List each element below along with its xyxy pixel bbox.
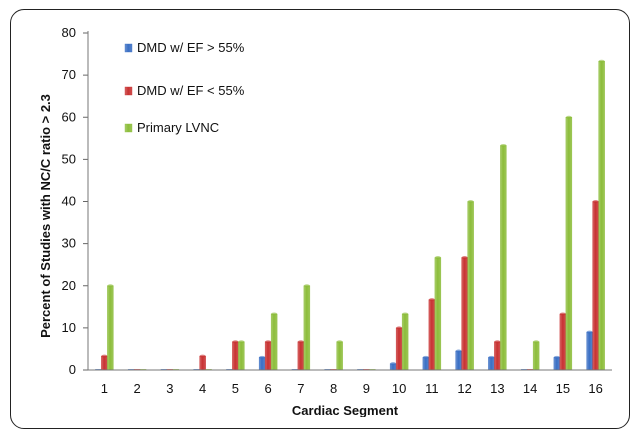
bar-cap xyxy=(297,340,304,344)
bar-cap xyxy=(402,312,409,316)
y-axis-title: Percent of Studies with NC/C ratio > 2.3 xyxy=(38,94,53,338)
x-tick-label: 8 xyxy=(330,381,337,396)
y-tick-label: 80 xyxy=(62,25,76,40)
x-tick-label: 16 xyxy=(588,381,602,396)
bar-cap xyxy=(336,340,343,344)
bar-2-segment-16 xyxy=(592,201,599,371)
bar-cap xyxy=(303,284,310,288)
bar-cap xyxy=(559,312,566,316)
legend-swatch-2 xyxy=(124,86,133,96)
bar-1-segment-11 xyxy=(422,357,430,371)
bar-3-segment-10 xyxy=(401,313,409,371)
x-tick-label: 6 xyxy=(265,381,272,396)
bar-cap xyxy=(488,355,495,359)
x-tick-label: 1 xyxy=(101,381,108,396)
bar-cap xyxy=(586,330,593,334)
bar-2-segment-12 xyxy=(461,257,468,371)
bar-cap xyxy=(199,354,206,358)
x-tick-label: 9 xyxy=(363,381,370,396)
x-tick-label: 5 xyxy=(232,381,239,396)
x-tick-label: 15 xyxy=(556,381,570,396)
bar-cap xyxy=(500,143,507,147)
y-tick-label: 50 xyxy=(62,151,76,166)
bar-3-segment-13 xyxy=(500,145,507,371)
bar-cap xyxy=(533,340,540,344)
bar-2-segment-13 xyxy=(494,341,501,371)
bar-1-segment-16 xyxy=(586,331,593,371)
bar-3-segment-11 xyxy=(434,257,442,371)
bar-3-segment-8 xyxy=(336,341,343,371)
legend: DMD w/ EF > 55% DMD w/ EF < 55% Primary LV… xyxy=(124,40,245,135)
x-axis-title: Cardiac Segment xyxy=(292,403,399,417)
y-tick-label: 20 xyxy=(62,278,76,293)
y-tick-label: 70 xyxy=(62,67,76,82)
y-tick-label: 60 xyxy=(62,109,76,124)
bar-cap xyxy=(467,200,474,203)
bar-3-segment-7 xyxy=(303,285,311,371)
bar-cap xyxy=(434,256,441,260)
x-tick-label: 14 xyxy=(523,381,537,396)
bar-cap xyxy=(238,340,245,344)
bar-cap xyxy=(428,298,435,302)
bar-3-segment-5 xyxy=(238,341,245,371)
bar-1-segment-12 xyxy=(455,350,462,371)
bar-cap xyxy=(565,115,572,119)
x-tick-label: 10 xyxy=(392,381,406,396)
bar-2-segment-4 xyxy=(199,355,206,371)
x-tick-label: 2 xyxy=(134,381,141,396)
bar-2-segment-7 xyxy=(297,341,305,371)
bar-cap xyxy=(265,340,272,344)
y-tick-label: 0 xyxy=(69,362,76,377)
legend-label-1: DMD w/ EF > 55% xyxy=(137,40,245,55)
bar-2-segment-15 xyxy=(559,313,567,371)
bar-cap xyxy=(598,59,605,63)
x-tick-label: 11 xyxy=(425,381,439,396)
bar-2-segment-5 xyxy=(232,341,239,371)
bar-cap xyxy=(271,312,278,316)
bar-3-segment-1 xyxy=(107,285,114,371)
y-tick-label: 40 xyxy=(62,194,76,209)
x-tick-label: 7 xyxy=(297,381,304,396)
bar-cap xyxy=(396,326,403,330)
bar-cap xyxy=(107,284,114,288)
bar-2-segment-10 xyxy=(395,327,403,371)
legend-label-3: Primary LVNC xyxy=(137,120,219,135)
bar-3-segment-6 xyxy=(270,313,278,371)
bar-cap xyxy=(461,256,468,260)
x-tick-label: 4 xyxy=(199,381,206,396)
bar-3-segment-14 xyxy=(532,341,540,371)
bar-1-segment-15 xyxy=(553,357,561,371)
bar-cap xyxy=(390,362,397,366)
bar-cap xyxy=(494,340,501,344)
bar-cap xyxy=(259,355,266,359)
bar-chart: Percent of Studies with NC/C ratio > 2.3… xyxy=(38,25,612,417)
x-tick-label: 13 xyxy=(490,381,504,396)
legend-swatch-1 xyxy=(124,43,133,53)
bar-cap xyxy=(101,354,108,358)
bar-cap xyxy=(422,355,429,359)
bar-cap xyxy=(553,355,560,359)
legend-swatch-3 xyxy=(124,123,133,133)
y-tick-label: 30 xyxy=(62,236,76,251)
bar-1-segment-13 xyxy=(488,357,495,371)
x-tick-label: 3 xyxy=(166,381,173,396)
bar-cap xyxy=(232,340,239,344)
legend-label-2: DMD w/ EF < 55% xyxy=(137,83,245,98)
bar-3-segment-16 xyxy=(598,61,605,371)
bar-3-segment-12 xyxy=(467,201,474,371)
y-tick-label: 10 xyxy=(62,320,76,335)
bar-cap xyxy=(455,349,462,353)
bar-2-segment-11 xyxy=(428,299,436,371)
bar-2-segment-6 xyxy=(264,341,272,371)
bar-1-segment-6 xyxy=(258,357,266,371)
bar-2-segment-1 xyxy=(101,355,108,371)
bar-3-segment-15 xyxy=(565,117,573,371)
bar-cap xyxy=(592,200,599,203)
x-tick-label: 12 xyxy=(457,381,471,396)
